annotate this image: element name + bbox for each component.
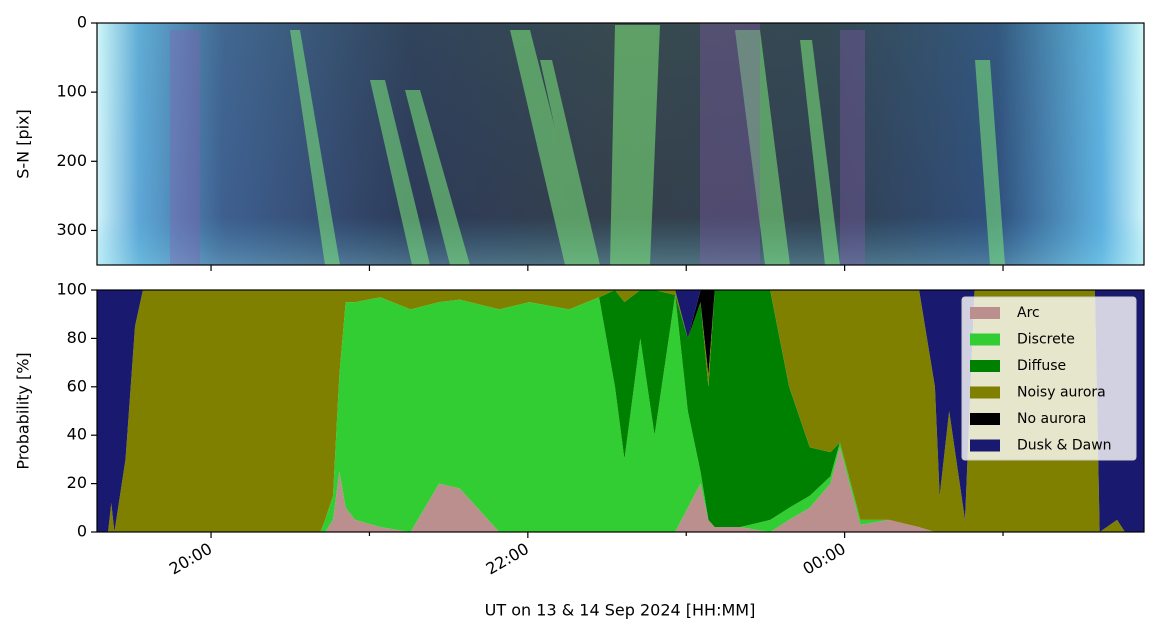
x-tick-label: 20:00	[166, 539, 215, 579]
legend-swatch	[970, 333, 1000, 346]
area	[97, 290, 1144, 532]
legend-label: Noisy aurora	[1017, 385, 1106, 401]
legend-swatch	[970, 439, 1000, 452]
y-tick-label: 40	[67, 425, 87, 444]
area	[97, 294, 1144, 532]
x-tick-label: 00:00	[799, 539, 848, 579]
x-tick-label: 22:00	[483, 539, 532, 579]
legend-label: Discrete	[1017, 332, 1075, 348]
legend-swatch	[970, 386, 1000, 399]
y-tick-label: 100	[56, 82, 87, 101]
y-tick-label: 200	[56, 151, 87, 170]
legend-swatch	[970, 413, 1000, 425]
legend-label: Arc	[1017, 305, 1040, 321]
top-frame	[96, 22, 1145, 266]
y-tick-label: 0	[77, 522, 87, 541]
keogram	[97, 23, 1144, 265]
y-tick-label: 300	[56, 220, 87, 239]
y-tick-label: 100	[56, 280, 87, 299]
legend-label: No aurora	[1017, 411, 1086, 427]
y-tick-label: 0	[77, 13, 87, 32]
y-tick-label: 80	[67, 328, 87, 347]
legend-label: Dusk & Dawn	[1017, 438, 1112, 454]
y-tick-label: 60	[67, 376, 87, 395]
bottom-y-label: Probability [%]	[14, 352, 33, 469]
area	[97, 290, 1144, 532]
x-label: UT on 13 & 14 Sep 2024 [HH:MM]	[485, 601, 756, 620]
legend-label: Diffuse	[1017, 358, 1066, 374]
top-y-label: S-N [pix]	[14, 109, 33, 179]
legend-swatch	[970, 360, 1000, 372]
y-tick-label: 20	[67, 473, 87, 492]
legend-box	[961, 296, 1137, 461]
legend-swatch	[970, 307, 1000, 319]
bottom-frame	[96, 289, 1145, 533]
plot-area	[97, 290, 1144, 532]
